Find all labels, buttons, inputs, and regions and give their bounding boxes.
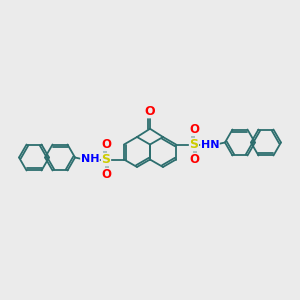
Text: O: O	[145, 105, 155, 118]
Text: O: O	[101, 138, 111, 151]
Text: S: S	[101, 153, 110, 166]
Text: O: O	[189, 153, 199, 166]
Text: NH: NH	[81, 154, 99, 164]
Text: O: O	[189, 123, 199, 136]
Text: O: O	[101, 168, 111, 181]
Text: HN: HN	[201, 140, 219, 149]
Text: S: S	[190, 138, 199, 151]
